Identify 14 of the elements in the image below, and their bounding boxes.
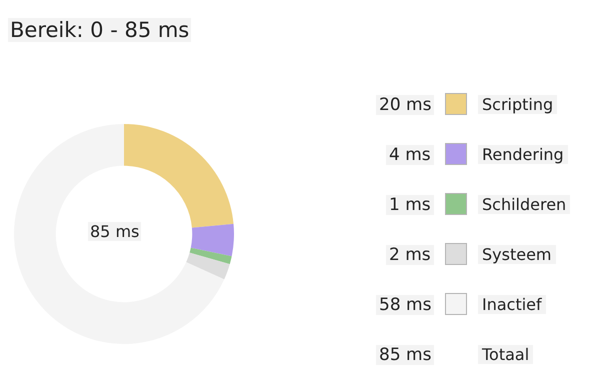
- legend-label: Rendering: [478, 145, 568, 164]
- text: 85 ms: [376, 345, 434, 365]
- text: 85 ms: [88, 222, 142, 241]
- chart-title: Bereik: 0 - 85 ms: [8, 18, 192, 42]
- legend-label: Systeem: [478, 245, 556, 264]
- data-label: 2 ms: [386, 245, 434, 265]
- data-label: 58 ms: [376, 295, 434, 315]
- legend-label: Inactief: [478, 295, 546, 314]
- text: Totaal: [478, 345, 534, 364]
- data-label: 20 ms: [376, 95, 434, 115]
- legend-label: Schilderen: [478, 195, 570, 214]
- data-label: 4 ms: [386, 145, 434, 165]
- data-label: 1 ms: [386, 195, 434, 215]
- legend-label: Scripting: [478, 95, 558, 114]
